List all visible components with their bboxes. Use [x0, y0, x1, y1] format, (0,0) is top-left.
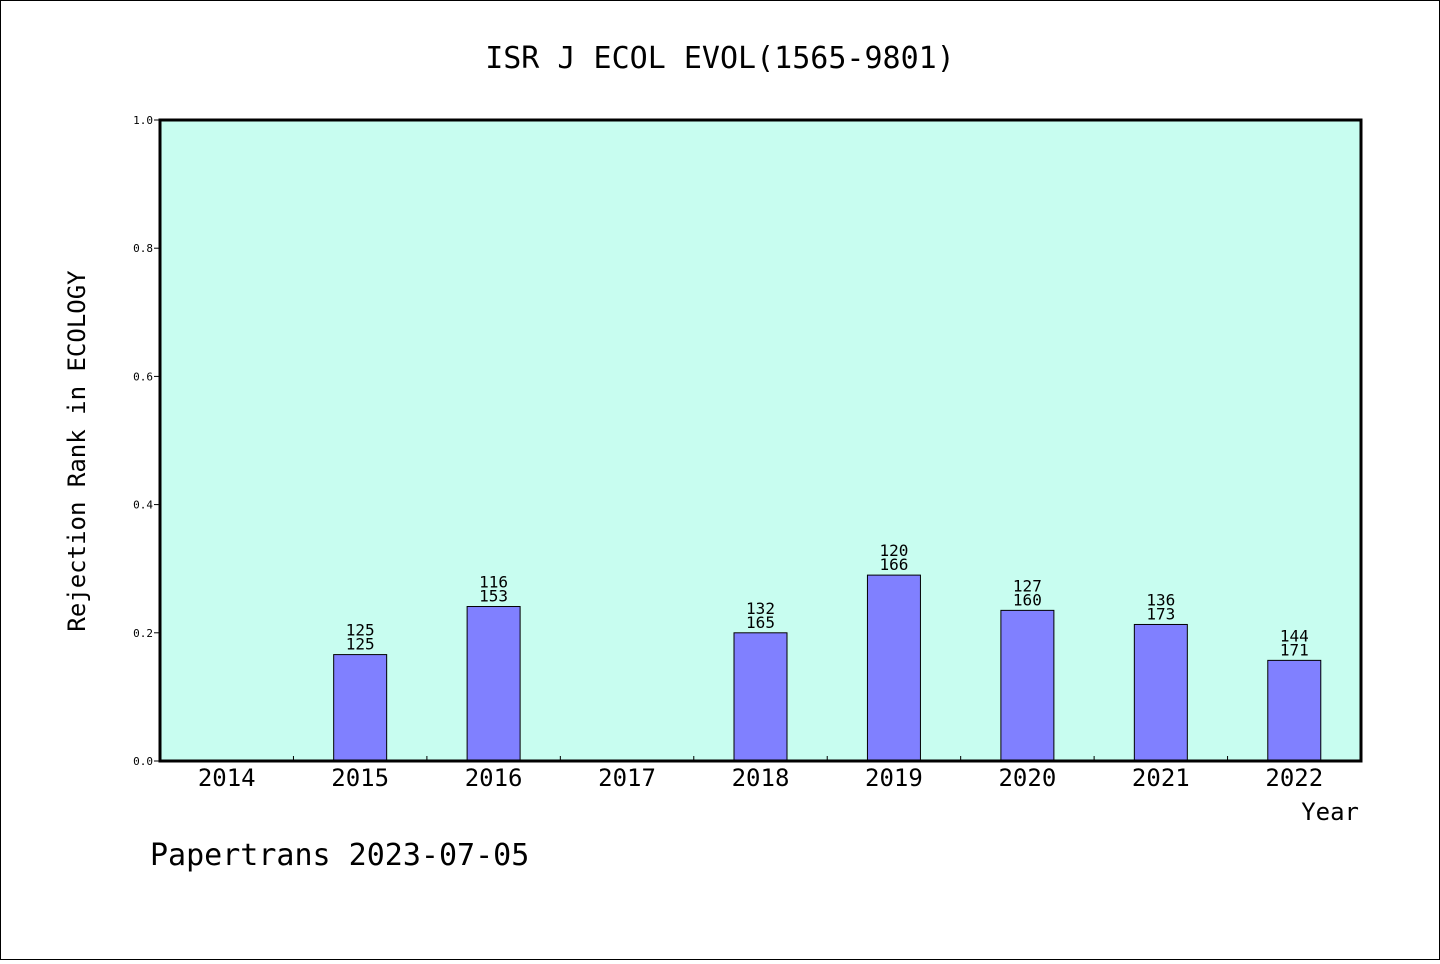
bar-label-bottom-2015: 125 [346, 635, 375, 654]
y-tick-label-5: 1.0 [133, 114, 153, 127]
bar-2020 [1000, 609, 1055, 762]
x-tick-label-2018: 2018 [732, 764, 790, 792]
bar-2015 [333, 654, 388, 762]
y-tick-label-2: 0.4 [133, 499, 153, 512]
x-tick-label-2017: 2017 [598, 764, 656, 792]
bar-label-bottom-2022: 171 [1280, 640, 1309, 659]
x-tick-label-2020: 2020 [998, 764, 1056, 792]
bar-2022 [1267, 659, 1322, 762]
bar-label-top-2021: 136 [1146, 590, 1175, 609]
bar-label-bottom-2019: 166 [879, 555, 908, 574]
bar-label-bottom-2020: 160 [1013, 590, 1042, 609]
bar-2018 [733, 632, 788, 762]
bar-label-top-2018: 132 [746, 599, 775, 618]
bar-2021 [1133, 623, 1188, 762]
bar-2016 [466, 606, 521, 762]
y-tick-label-4: 0.8 [133, 242, 153, 255]
x-axis-ticks: 2014 2015 2016 2017 2018 2019 2020 2021 2022 [198, 756, 1323, 792]
y-tick-label-3: 0.6 [133, 370, 153, 383]
bar-label-top-2015: 125 [346, 621, 375, 640]
bar-label-top-2019: 120 [879, 541, 908, 560]
bar-label-top-2020: 127 [1013, 576, 1042, 595]
bars-group [333, 574, 1322, 762]
y-axis-label: Rejection Rank in ECOLOGY [63, 270, 91, 632]
y-axis-ticks: 0.0 0.2 0.4 0.6 0.8 1.0 [133, 114, 160, 768]
y-tick-label-0: 0.0 [133, 755, 153, 768]
x-tick-label-2016: 2016 [465, 764, 523, 792]
x-tick-label-2014: 2014 [198, 764, 256, 792]
bar-label-top-2022: 144 [1280, 626, 1309, 645]
x-tick-label-2015: 2015 [331, 764, 389, 792]
bar-label-top-2016: 116 [479, 573, 508, 592]
bar-2019 [866, 574, 921, 762]
bar-label-bottom-2018: 165 [746, 613, 775, 632]
x-tick-label-2019: 2019 [865, 764, 923, 792]
bar-label-bottom-2016: 153 [479, 587, 508, 606]
x-tick-label-2022: 2022 [1265, 764, 1323, 792]
x-tick-label-2021: 2021 [1132, 764, 1190, 792]
footer-text: Papertrans 2023-07-05 [150, 838, 529, 873]
plot-border [158, 118, 1363, 763]
y-tick-label-1: 0.2 [133, 627, 153, 640]
x-axis-label: Year [1301, 798, 1359, 826]
bar-label-bottom-2021: 173 [1146, 604, 1175, 623]
chart-title: ISR J ECOL EVOL(1565-9801) [485, 41, 955, 76]
